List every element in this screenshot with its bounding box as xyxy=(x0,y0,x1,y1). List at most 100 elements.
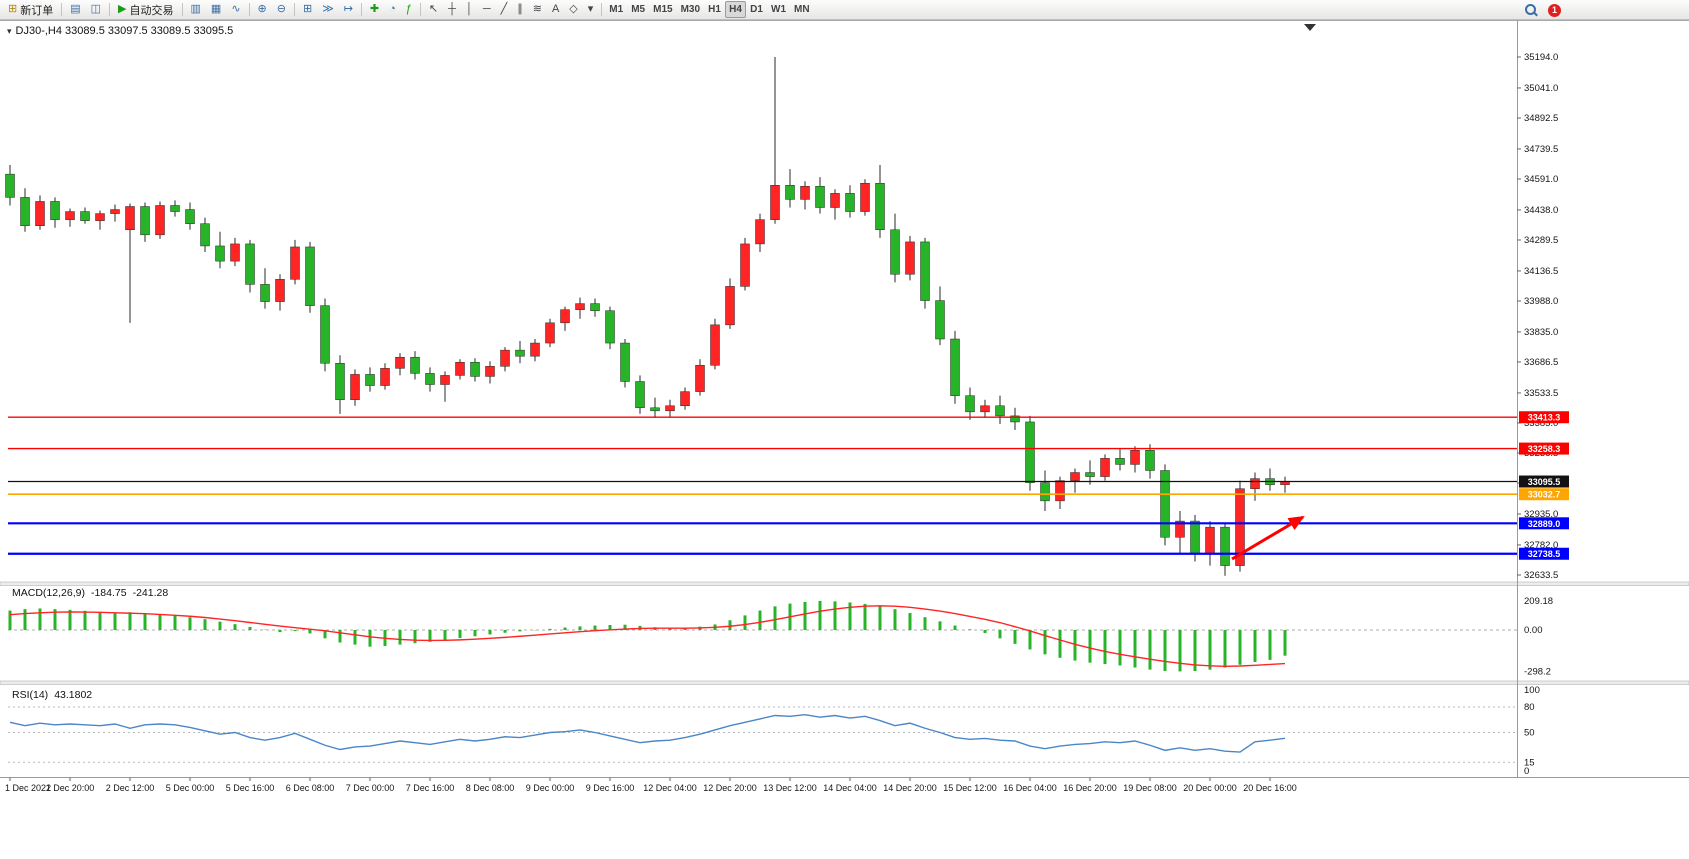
indicators-button[interactable]: ƒ xyxy=(401,1,417,18)
main-toolbar: ⊞ 新订单 ▤ ◫ ▶ 自动交易 ▥ ▦ ∿ ⊕ ⊖ ⊞ ≫ ↦ ✚ ◔ ƒ ↖ ┼ │ ─ ╱ ∥ ≋ A ◇ ▾ M1… xyxy=(0,0,1689,20)
new-chart-button[interactable]: ✚ xyxy=(365,1,384,18)
bar-chart-button[interactable]: ▥ xyxy=(186,1,206,18)
horizontal-line-button[interactable]: ─ xyxy=(478,1,496,18)
resistance-line-lower-badge xyxy=(1519,442,1569,455)
candlestick-chart-button[interactable]: ▦ xyxy=(206,1,226,18)
shapes-dropdown-icon: ▾ xyxy=(587,3,594,15)
tile-windows-icon: ⊞ xyxy=(302,3,313,15)
bull-candle-body xyxy=(560,309,570,324)
bull-candle-body xyxy=(95,213,105,221)
crosshair-button[interactable]: ┼ xyxy=(443,1,461,18)
market-watch-button[interactable]: ▤ xyxy=(65,1,85,18)
timeframe-h1-button[interactable]: H1 xyxy=(704,1,725,18)
bear-candle-body xyxy=(875,182,885,231)
zoom-in-button[interactable]: ⊕ xyxy=(253,1,272,18)
chart-shift-button[interactable]: ↦ xyxy=(339,1,358,18)
timeframe-h4-button[interactable]: H4 xyxy=(725,1,747,18)
rsi-axis-label: 50 xyxy=(1524,728,1535,739)
support-line-upper-badge-text: 32889.0 xyxy=(1528,519,1561,529)
bear-candle-body xyxy=(515,349,525,357)
bull-candle-body xyxy=(755,219,765,245)
bear-candle-body xyxy=(635,381,645,409)
trend-arrow[interactable] xyxy=(1231,515,1305,561)
cursor-button[interactable]: ↖ xyxy=(424,1,443,18)
bear-candle-body xyxy=(305,246,315,306)
bear-candle-body xyxy=(80,211,90,221)
time-axis-label: 1 Dec 2022 xyxy=(5,783,51,793)
bull-candle-body xyxy=(395,356,405,369)
shapes-dropdown-button[interactable]: ▾ xyxy=(583,1,599,18)
line-chart-button[interactable]: ∿ xyxy=(226,1,245,18)
time-axis-label: 14 Dec 04:00 xyxy=(823,783,877,793)
arrows-button[interactable]: ◇ xyxy=(564,1,582,18)
bull-candle-body xyxy=(665,405,675,412)
auto-scroll-button[interactable]: ≫ xyxy=(317,1,339,18)
profiles-button[interactable]: ◔ xyxy=(384,1,401,18)
pivot-line-orange-badge xyxy=(1519,488,1569,501)
bear-candle-body xyxy=(845,193,855,212)
macd-main-value: -184.75 xyxy=(90,587,127,599)
bull-candle-body xyxy=(1235,488,1245,566)
new-order-icon: ⊞ xyxy=(8,3,18,15)
time-axis-label: 20 Dec 00:00 xyxy=(1183,783,1237,793)
bear-candle-body xyxy=(470,362,480,377)
bull-candle-body xyxy=(65,211,75,220)
bear-candle-body xyxy=(620,342,630,382)
timeframe-m5-button[interactable]: M5 xyxy=(627,1,649,18)
bear-candle-body xyxy=(1190,520,1200,554)
auto-trading-button[interactable]: ▶ 自动交易 xyxy=(113,1,178,18)
timeframe-w1-button[interactable]: W1 xyxy=(767,1,790,18)
tile-windows-button[interactable]: ⊞ xyxy=(298,1,317,18)
text-button[interactable]: A xyxy=(547,1,564,18)
trendline-button[interactable]: ╱ xyxy=(496,1,513,18)
scroll-to-end-marker[interactable] xyxy=(1304,24,1316,31)
time-axis-label: 9 Dec 16:00 xyxy=(586,783,635,793)
bull-candle-body xyxy=(35,201,45,226)
time-axis-label: 7 Dec 16:00 xyxy=(406,783,455,793)
resistance-line-lower-badge-text: 33258.3 xyxy=(1528,444,1561,454)
time-axis-label: 5 Dec 00:00 xyxy=(166,783,215,793)
bear-candle-body xyxy=(5,173,15,198)
macd-rsi-separator[interactable] xyxy=(0,680,1689,685)
bear-candle-body xyxy=(950,338,960,396)
timeframe-strip: M1 M5 M15 M30 H1 H4 D1 W1 MN xyxy=(598,1,813,18)
cursor-icon: ↖ xyxy=(428,3,439,15)
time-axis-label: 16 Dec 20:00 xyxy=(1063,783,1117,793)
new-order-button[interactable]: ⊞ 新订单 xyxy=(3,1,58,18)
bull-candle-body xyxy=(860,182,870,212)
auto-trading-label: 自动交易 xyxy=(129,4,174,17)
one-click-trading-arrow-icon[interactable]: ▾ xyxy=(7,25,12,36)
notification-badge[interactable]: 1 xyxy=(1548,3,1561,17)
timeframe-d1-button[interactable]: D1 xyxy=(746,1,767,18)
zoom-out-button[interactable]: ⊖ xyxy=(272,1,291,18)
bear-candle-body xyxy=(425,373,435,385)
layer-overlays xyxy=(1231,24,1316,561)
bear-candle-body xyxy=(1085,472,1095,477)
timeframe-m1-button[interactable]: M1 xyxy=(605,1,627,18)
search-icon[interactable] xyxy=(1524,3,1538,17)
fibonacci-button[interactable]: ≋ xyxy=(528,1,547,18)
price-axis-tick: 34289.5 xyxy=(1524,235,1558,246)
vertical-line-icon: │ xyxy=(465,3,473,15)
equidistant-channel-button[interactable]: ∥ xyxy=(512,1,528,18)
main-macd-separator[interactable] xyxy=(0,581,1689,586)
data-window-button[interactable]: ◫ xyxy=(86,1,106,18)
rsi-value: 43.1802 xyxy=(54,689,93,701)
bull-candle-body xyxy=(1070,472,1080,481)
vertical-line-button[interactable]: │ xyxy=(461,1,478,18)
bear-candle-body xyxy=(785,185,795,200)
bull-candle-body xyxy=(230,243,240,262)
bear-candle-body xyxy=(335,363,345,400)
time-axis-label: 16 Dec 04:00 xyxy=(1003,783,1057,793)
profiles-icon: ◔ xyxy=(389,3,396,15)
data-window-icon: ◫ xyxy=(90,3,102,15)
bull-candle-body xyxy=(1175,520,1185,538)
timeframe-m30-button[interactable]: M30 xyxy=(677,1,704,18)
bear-candle-body xyxy=(50,201,60,220)
bull-candle-body xyxy=(1250,478,1260,489)
timeframe-mn-button[interactable]: MN xyxy=(790,1,814,18)
equidistant-channel-icon: ∥ xyxy=(517,3,523,15)
timeframe-m15-button[interactable]: M15 xyxy=(649,1,676,18)
macd-axis-label: 209.18 xyxy=(1524,596,1553,607)
